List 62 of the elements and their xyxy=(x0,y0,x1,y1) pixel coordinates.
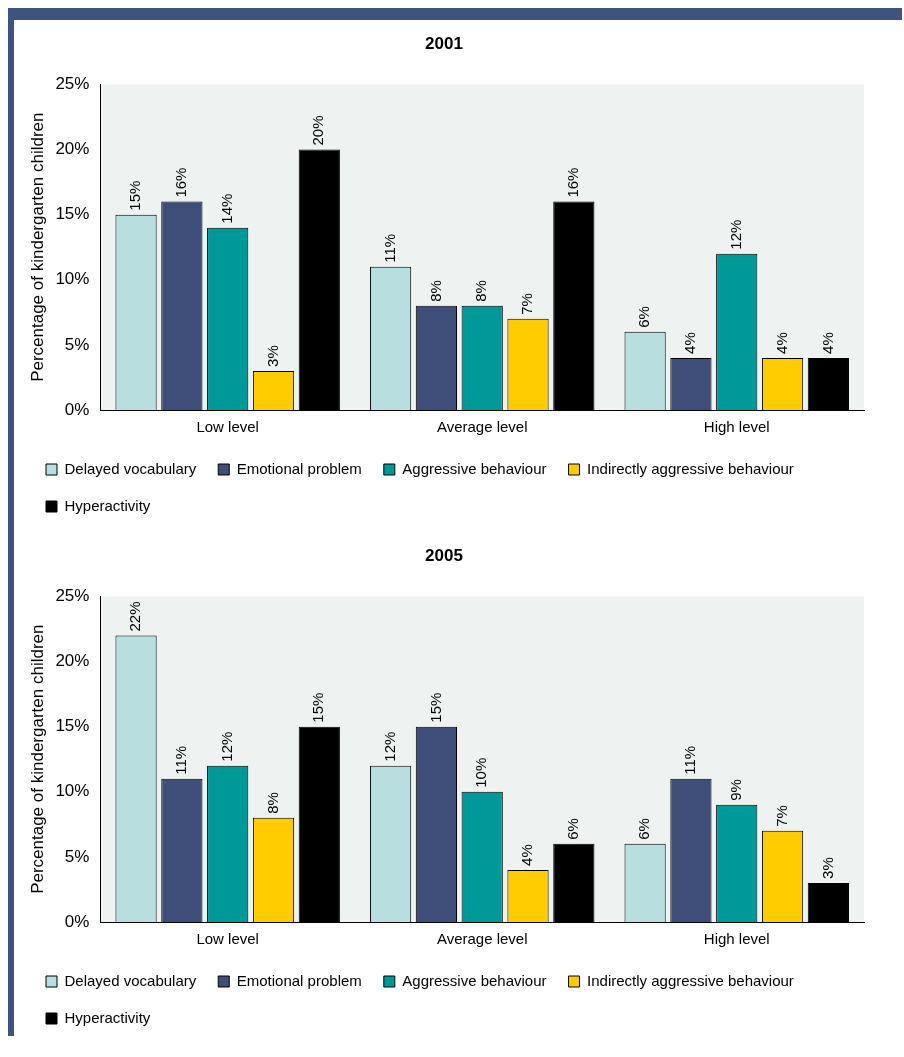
y-tick-label: 20% xyxy=(55,139,90,159)
y-tick-label: 15% xyxy=(55,204,90,224)
data-label: 7% xyxy=(772,805,790,827)
x-tick-label: Low level xyxy=(196,418,259,436)
data-label: 6% xyxy=(563,818,581,840)
data-label: 11% xyxy=(380,233,398,263)
data-label: 6% xyxy=(635,306,653,328)
data-label: 15% xyxy=(426,692,444,723)
data-label: 12% xyxy=(380,731,398,762)
y-tick-label: 0% xyxy=(64,399,90,419)
y-tick-label: 10% xyxy=(55,269,90,289)
legend-label: Delayed vocabulary xyxy=(64,971,197,989)
y-tick-label: 5% xyxy=(64,846,90,866)
legend-label: Hyperactivity xyxy=(64,1008,151,1026)
y-axis-title: Percentage of kindergarten children xyxy=(27,624,47,894)
x-tick-label: Average level xyxy=(436,418,528,436)
data-label: 20% xyxy=(309,115,327,146)
legend-label: Indirectly aggressive behaviour xyxy=(587,971,794,989)
data-label: 9% xyxy=(726,779,744,801)
data-label: 14% xyxy=(217,193,235,224)
y-tick-label: 25% xyxy=(55,586,90,606)
data-label: 8% xyxy=(426,280,444,302)
chart-title: 2005 xyxy=(425,545,463,565)
data-label: 22% xyxy=(126,601,144,632)
data-label: 16% xyxy=(563,167,581,198)
legend-label: Hyperactivity xyxy=(64,496,151,514)
data-label: 6% xyxy=(635,818,653,840)
data-label: 8% xyxy=(263,792,281,814)
data-label: 4% xyxy=(818,332,836,354)
data-label: 7% xyxy=(518,293,536,315)
legend-label: Aggressive behaviour xyxy=(402,459,547,477)
data-label: 12% xyxy=(217,731,235,762)
data-label: 4% xyxy=(772,332,790,354)
y-tick-label: 15% xyxy=(55,716,90,736)
data-label: 16% xyxy=(172,167,190,198)
data-label: 15% xyxy=(126,180,144,211)
legend-label: Delayed vocabulary xyxy=(64,459,197,477)
legend-label: Indirectly aggressive behaviour xyxy=(587,459,794,477)
data-label: 3% xyxy=(263,345,281,367)
x-tick-label: High level xyxy=(703,418,770,436)
data-label: 3% xyxy=(818,857,836,879)
chart-title: 2001 xyxy=(425,33,463,53)
legend-label: Emotional problem xyxy=(236,459,362,477)
y-tick-label: 20% xyxy=(55,651,90,671)
x-tick-label: High level xyxy=(703,930,770,948)
data-label: 15% xyxy=(309,692,327,723)
y-tick-label: 0% xyxy=(64,911,90,931)
x-tick-label: Average level xyxy=(436,930,528,948)
data-label: 11% xyxy=(681,745,699,775)
data-label: 4% xyxy=(518,844,536,866)
legend-label: Emotional problem xyxy=(236,971,362,989)
legend-label: Aggressive behaviour xyxy=(402,971,547,989)
y-tick-label: 25% xyxy=(55,74,90,94)
data-label: 8% xyxy=(472,280,490,302)
data-label: 10% xyxy=(472,757,490,788)
data-label: 4% xyxy=(681,332,699,354)
y-tick-label: 5% xyxy=(64,334,90,354)
data-label: 11% xyxy=(172,745,190,775)
y-axis-title: Percentage of kindergarten children xyxy=(27,112,47,382)
x-tick-label: Low level xyxy=(196,930,259,948)
data-label: 12% xyxy=(726,219,744,250)
y-tick-label: 10% xyxy=(55,781,90,801)
